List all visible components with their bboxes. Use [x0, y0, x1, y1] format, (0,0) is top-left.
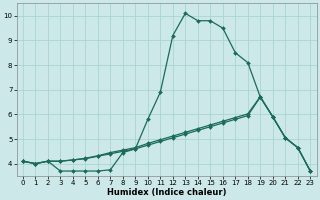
X-axis label: Humidex (Indice chaleur): Humidex (Indice chaleur): [107, 188, 226, 197]
